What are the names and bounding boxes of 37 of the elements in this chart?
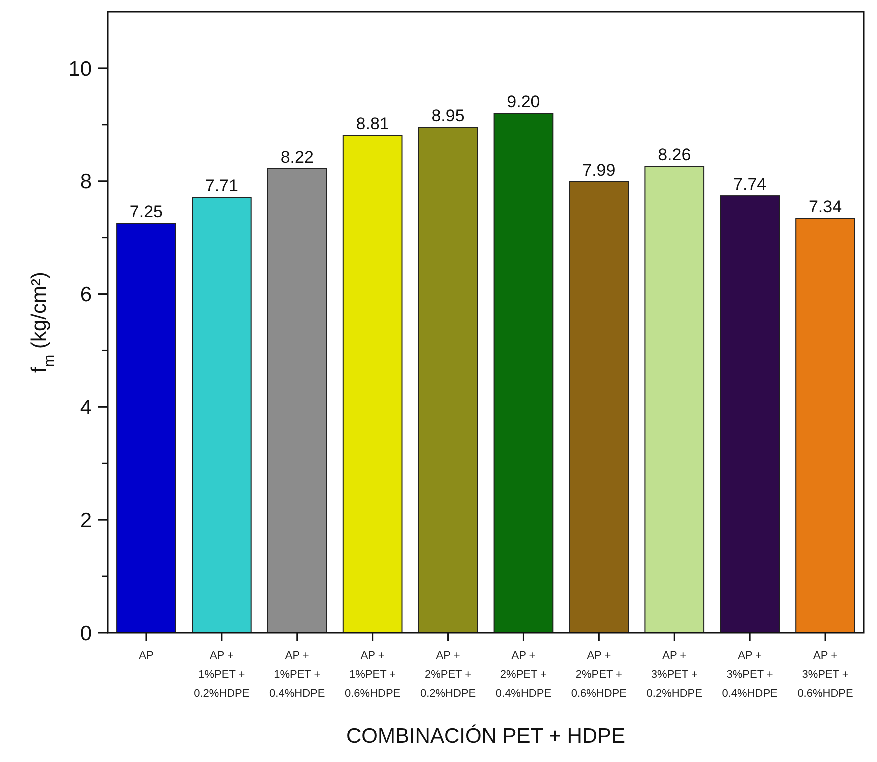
data-label: 7.99 [582,160,616,180]
data-label: 7.74 [734,175,767,194]
data-label: 7.34 [808,198,842,217]
x-tick-label: AP + 3%PET + 0.2%HDPE [646,650,702,700]
bar [342,135,403,634]
data-label: 7.25 [130,202,164,222]
x-tick-label: AP + 3%PET + 0.4%HDPE [722,650,778,700]
data-label: 9.20 [507,92,540,112]
x-tick-label: AP [139,650,154,662]
bar [418,127,478,634]
y-tick-label: 8 [80,170,92,194]
x-tick-label: AP + 2%PET + 0.6%HDPE [571,650,627,700]
data-label: 7.71 [205,176,238,196]
x-tick-label: AP + 1%PET + 0.4%HDPE [270,650,326,700]
data-label: 8.95 [432,106,465,126]
bar [796,218,856,634]
bar [192,197,252,634]
x-tick-label: AP + 1%PET + 0.6%HDPE [345,650,401,700]
data-label: 8.22 [280,148,314,167]
bar [267,168,328,634]
bar [494,113,554,634]
data-label: 8.81 [356,114,390,134]
bar [116,223,176,634]
y-tick-label: 10 [68,58,92,81]
bar [720,196,780,634]
x-tick-label: AP + 2%PET + 0.2%HDPE [420,650,476,700]
x-axis-title: COMBINACIÓN PET + HDPE [346,724,626,748]
y-tick-label: 2 [80,509,92,532]
bar [644,166,705,634]
x-tick-label: AP + 2%PET + 0.4%HDPE [496,650,552,700]
data-label: 8.26 [658,146,692,165]
x-tick-label: AP + 3%PET + 0.6%HDPE [798,650,854,700]
x-tick-label: AP + 1%PET + 0.2%HDPE [194,650,250,700]
bar [569,181,630,634]
y-tick-label: 4 [80,396,92,420]
y-tick-label: 0 [80,622,92,646]
y-tick-label: 6 [80,284,92,307]
